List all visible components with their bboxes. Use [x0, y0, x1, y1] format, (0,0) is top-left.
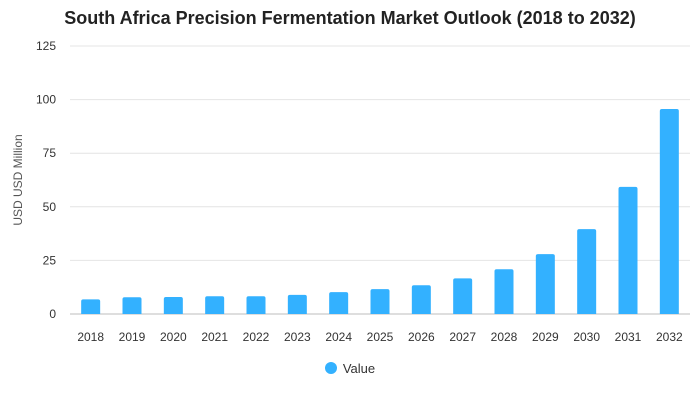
- y-tick-label: 25: [43, 253, 57, 267]
- y-tick-label: 125: [36, 39, 56, 53]
- y-tick-label: 50: [43, 200, 57, 214]
- x-tick-label: 2019: [119, 330, 146, 344]
- bar-2031: [618, 186, 638, 314]
- bar-2028: [494, 269, 514, 314]
- bar-2027: [453, 278, 473, 314]
- legend: Value: [0, 361, 700, 376]
- y-axis-label: USD USD Million: [11, 134, 25, 225]
- x-tick-label: 2024: [325, 330, 352, 344]
- bar-2021: [205, 296, 225, 314]
- x-tick-label: 2026: [408, 330, 435, 344]
- x-tick-label: 2020: [160, 330, 187, 344]
- bar-2029: [535, 254, 555, 314]
- bar-2022: [246, 296, 266, 314]
- legend-label: Value: [342, 361, 376, 376]
- chart-title: South Africa Precision Fermentation Mark…: [64, 8, 636, 28]
- x-tick-label: 2018: [77, 330, 104, 344]
- bar-2025: [370, 289, 390, 314]
- bar-2030: [577, 229, 597, 314]
- x-tick-label: 2028: [491, 330, 518, 344]
- bar-2026: [411, 285, 431, 314]
- bar-2032: [659, 109, 679, 314]
- x-tick-label: 2022: [243, 330, 270, 344]
- y-tick-label: 75: [43, 146, 57, 160]
- x-tick-label: 2032: [656, 330, 683, 344]
- bar-2019: [122, 297, 142, 314]
- bar-2020: [163, 297, 183, 314]
- y-tick-label: 100: [36, 93, 56, 107]
- x-tick-label: 2027: [449, 330, 476, 344]
- x-tick-label: 2031: [615, 330, 642, 344]
- legend-swatch: [324, 362, 337, 374]
- x-tick-label: 2025: [367, 330, 394, 344]
- x-tick-label: 2029: [532, 330, 559, 344]
- x-tick-label: 2030: [573, 330, 600, 344]
- y-tick-label: 0: [49, 307, 56, 321]
- bar-2023: [287, 294, 307, 314]
- bar-2024: [329, 292, 349, 314]
- bar-2018: [81, 299, 101, 314]
- x-tick-label: 2023: [284, 330, 311, 344]
- x-tick-label: 2021: [201, 330, 228, 344]
